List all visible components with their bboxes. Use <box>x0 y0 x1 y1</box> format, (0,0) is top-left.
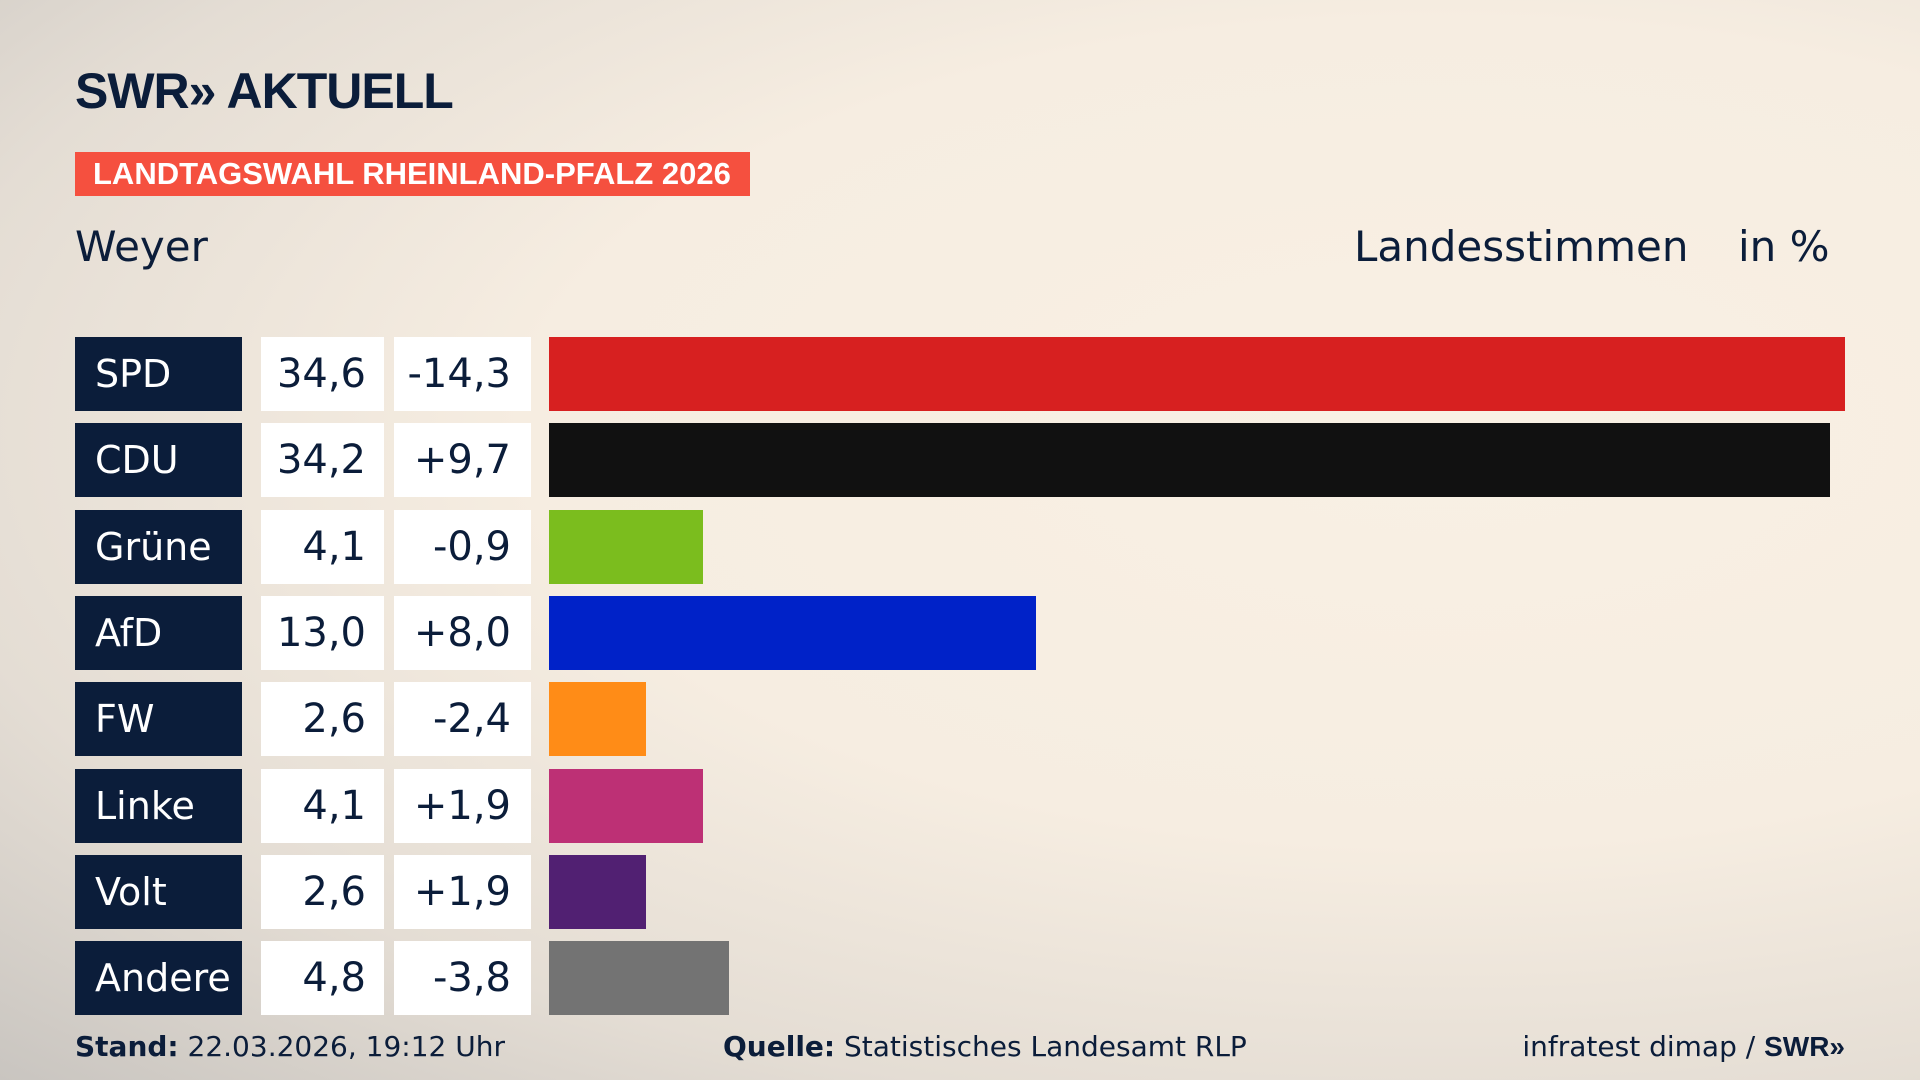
vote-share: 34,6 <box>261 337 384 411</box>
party-name: AfD <box>75 595 242 670</box>
source-value: Statistisches Landesamt RLP <box>844 1030 1247 1063</box>
vote-share: 4,1 <box>261 768 384 843</box>
party-name: Volt <box>75 854 242 929</box>
vote-share: 13,0 <box>261 595 384 670</box>
vote-share: 4,8 <box>261 941 384 1016</box>
party-bar <box>549 423 1831 498</box>
vote-change: +1,9 <box>394 854 531 929</box>
vote-change: +1,9 <box>394 768 531 843</box>
credit-text: infratest dimap / <box>1522 1030 1765 1063</box>
election-tag: LANDTAGSWAHL RHEINLAND-PFALZ 2026 <box>75 152 750 196</box>
swr-aktuell-logo: SWR» AKTUELL <box>75 63 454 119</box>
party-name: CDU <box>75 423 242 498</box>
party-bar <box>549 595 1036 670</box>
vote-type-label: Landesstimmen <box>1354 222 1689 271</box>
party-bar <box>549 509 703 584</box>
party-bar <box>549 337 1845 411</box>
source: Quelle: Statistisches Landesamt RLP <box>723 1030 1247 1063</box>
source-label: Quelle: <box>723 1030 836 1063</box>
vote-share: 2,6 <box>261 854 384 929</box>
stand-label: Stand: <box>75 1030 179 1063</box>
party-name: Andere <box>75 941 242 1016</box>
timestamp: Stand: 22.03.2026, 19:12 Uhr <box>75 1030 505 1063</box>
party-bar <box>549 682 647 757</box>
vote-change: +8,0 <box>394 595 531 670</box>
vote-change: -3,8 <box>394 941 531 1016</box>
party-bar <box>549 854 647 929</box>
vote-share: 34,2 <box>261 423 384 498</box>
vote-change: -0,9 <box>394 509 531 584</box>
party-bar <box>549 941 729 1016</box>
place-title: Weyer <box>75 222 208 271</box>
party-name: Grüne <box>75 509 242 584</box>
vote-change: -14,3 <box>394 337 531 411</box>
party-bar <box>549 768 703 843</box>
stand-value: 22.03.2026, 19:12 Uhr <box>187 1030 505 1063</box>
party-name: Linke <box>75 768 242 843</box>
vote-change: -2,4 <box>394 682 531 757</box>
unit-label: in % <box>1738 222 1830 271</box>
swr-logo: SWR» <box>1764 1031 1845 1062</box>
vote-share: 2,6 <box>261 682 384 757</box>
vote-share: 4,1 <box>261 509 384 584</box>
party-name: SPD <box>75 337 242 411</box>
vote-change: +9,7 <box>394 423 531 498</box>
party-name: FW <box>75 682 242 757</box>
credit: infratest dimap / SWR» <box>1522 1030 1845 1063</box>
